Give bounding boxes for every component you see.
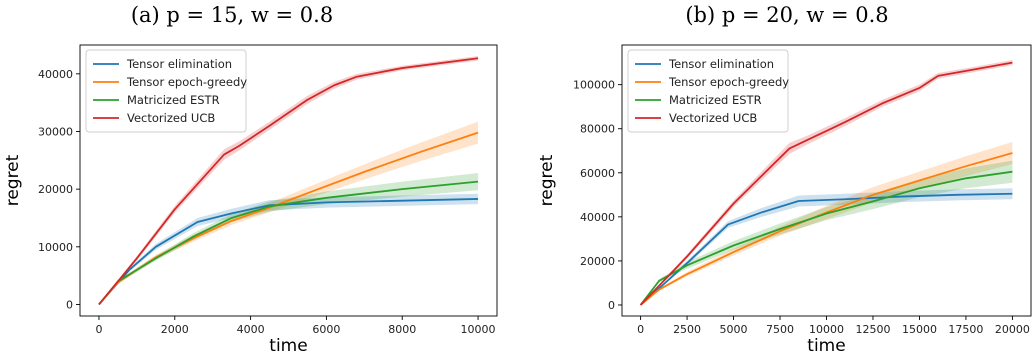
x-tick-label: 2500 xyxy=(673,323,701,336)
chart-panel-a: (a) p = 15, w = 0.8 0 2000 4000 6000 8000 1000… xyxy=(3,3,498,356)
y-tick-label: 60000 xyxy=(580,167,615,180)
legend-label-1: Tensor epoch-greedy xyxy=(126,75,247,89)
legend-label-3: Vectorized UCB xyxy=(669,111,757,125)
legend-label-3: Vectorized UCB xyxy=(127,111,215,125)
chart-title: (a) p = 15, w = 0.8 xyxy=(131,3,333,27)
legend-label-1: Tensor epoch-greedy xyxy=(668,75,789,89)
chart-title: (b) p = 20, w = 0.8 xyxy=(685,3,888,27)
series-line-2 xyxy=(639,170,1013,306)
x-tick-label: 6000 xyxy=(312,323,340,336)
legend-label-0: Tensor elimination xyxy=(668,57,774,71)
series-line-0 xyxy=(639,192,1013,306)
y-tick-label: 40000 xyxy=(38,68,73,81)
plot-area xyxy=(639,59,1013,306)
series-line-3 xyxy=(639,61,1013,306)
legend-label-2: Matricized ESTR xyxy=(669,93,762,107)
legend-label-2: Matricized ESTR xyxy=(127,93,220,107)
x-tick-label: 8000 xyxy=(388,323,416,336)
legend: Tensor elimination Tensor epoch-greedy Mat… xyxy=(627,49,789,133)
legend-box xyxy=(627,49,789,133)
y-tick-label: 0 xyxy=(66,298,73,311)
x-tick-label: 2000 xyxy=(161,323,189,336)
x-tick-label: 10000 xyxy=(809,323,844,336)
series-line-3 xyxy=(98,57,479,306)
y-axis-label: regret xyxy=(3,154,23,206)
y-tick-label: 40000 xyxy=(580,211,615,224)
x-tick-label: 4000 xyxy=(237,323,265,336)
chart-panel-b: (b) p = 20, w = 0.8 0 2500 5000 7500 10000 125… xyxy=(537,3,1032,356)
legend: Tensor elimination Tensor epoch-greedy Mat… xyxy=(85,49,247,133)
x-axis-label: time xyxy=(807,336,845,356)
series-band-0 xyxy=(640,188,1013,305)
series-band-1 xyxy=(98,121,479,305)
x-tick-label: 0 xyxy=(637,323,644,336)
x-tick-label: 15000 xyxy=(902,323,937,336)
y-tick-label: 20000 xyxy=(580,255,615,268)
x-axis-label: time xyxy=(269,336,307,356)
y-tick-label: 20000 xyxy=(38,183,73,196)
series-band-0 xyxy=(98,193,479,305)
y-tick-label: 10000 xyxy=(38,241,73,254)
series-band-1 xyxy=(640,141,1013,305)
x-tick-label: 12500 xyxy=(855,323,890,336)
legend-label-0: Tensor elimination xyxy=(126,57,232,71)
y-tick-label: 100000 xyxy=(573,79,615,92)
axes-frame xyxy=(79,44,498,317)
x-tick-label: 5000 xyxy=(720,323,748,336)
x-tick-label: 7500 xyxy=(766,323,794,336)
plot-area xyxy=(98,55,479,306)
x-tick-label: 17500 xyxy=(948,323,983,336)
x-tick-label: 10000 xyxy=(461,323,496,336)
y-axis-label: regret xyxy=(537,154,557,206)
series-line-0 xyxy=(98,198,479,306)
y-tick-label: 0 xyxy=(608,299,615,312)
y-tick-label: 30000 xyxy=(38,125,73,138)
y-tick-label: 80000 xyxy=(580,123,615,136)
series-line-2 xyxy=(98,180,479,306)
series-band-2 xyxy=(98,173,479,305)
x-tick-label: 20000 xyxy=(995,323,1030,336)
x-tick-label: 0 xyxy=(95,323,102,336)
legend-box xyxy=(85,49,247,133)
series-band-2 xyxy=(640,160,1013,305)
